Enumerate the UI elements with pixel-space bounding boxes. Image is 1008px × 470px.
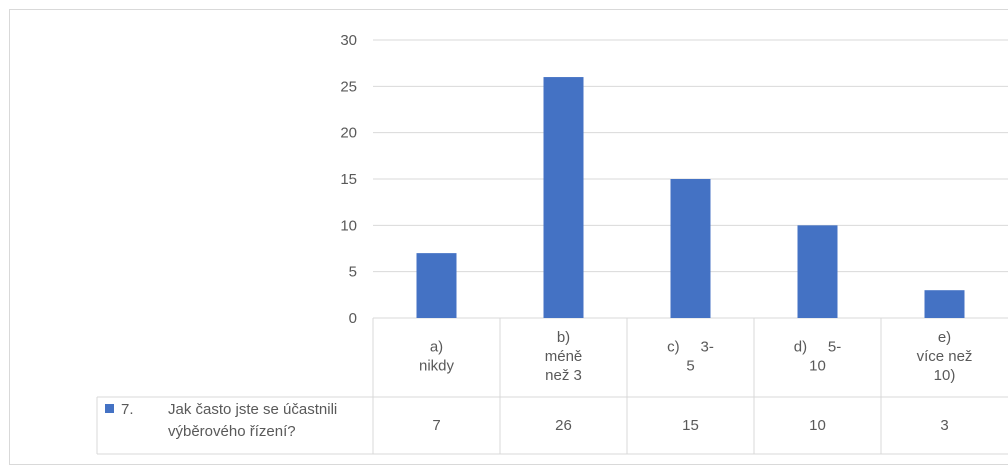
y-tick-label: 0	[349, 310, 357, 327]
category-label: méně	[545, 348, 583, 365]
legend-number: 7.	[121, 401, 134, 418]
y-tick-label: 30	[340, 32, 357, 49]
bar	[924, 290, 965, 318]
y-tick-label: 20	[340, 125, 357, 142]
category-label: nikdy	[419, 358, 455, 375]
y-tick-label: 15	[340, 171, 357, 188]
category-label: 5	[686, 358, 694, 375]
category-label: 10)	[934, 367, 956, 384]
category-label: d) 5-	[794, 339, 842, 356]
legend-key	[105, 404, 114, 413]
data-table-value: 3	[940, 417, 948, 434]
y-tick-label: 10	[340, 217, 357, 234]
legend-series-name: Jak často jste se účastnili	[168, 401, 337, 418]
data-table-value: 7	[432, 417, 440, 434]
chart-frame	[9, 9, 1008, 465]
bar	[416, 253, 457, 318]
category-label: a)	[430, 339, 443, 356]
category-label: 10	[809, 358, 826, 375]
y-tick-label: 25	[340, 78, 357, 95]
legend-series-name: výběrového řízení?	[168, 423, 296, 440]
y-tick-label: 5	[349, 264, 357, 281]
category-label: více než	[917, 348, 973, 365]
data-table-value: 15	[682, 417, 699, 434]
data-table-value: 10	[809, 417, 826, 434]
category-label: b)	[557, 329, 570, 346]
category-label: než 3	[545, 367, 582, 384]
data-table-value: 26	[555, 417, 572, 434]
bar	[797, 225, 838, 318]
bar	[543, 77, 584, 318]
category-label: c) 3-	[667, 339, 714, 356]
category-label: e)	[938, 329, 951, 346]
bar	[670, 179, 711, 318]
